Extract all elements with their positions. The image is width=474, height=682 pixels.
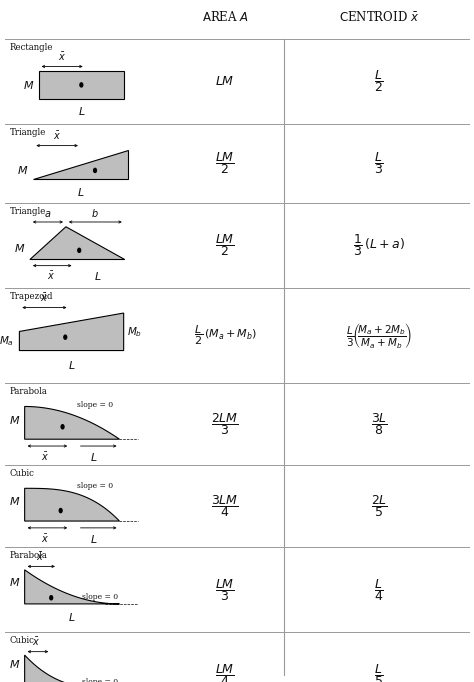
Text: $\dfrac{2LM}{3}$: $\dfrac{2LM}{3}$ [211, 411, 239, 437]
Text: Parabola: Parabola [9, 551, 47, 560]
Text: $L$: $L$ [90, 533, 98, 545]
Circle shape [94, 168, 97, 173]
Text: $M_b$: $M_b$ [127, 325, 142, 339]
Text: $M$: $M$ [9, 576, 20, 588]
Text: $L$: $L$ [77, 186, 84, 198]
Text: $L$: $L$ [78, 106, 85, 117]
Bar [39, 72, 124, 99]
Text: $\dfrac{L}{2}$: $\dfrac{L}{2}$ [374, 69, 384, 94]
Circle shape [61, 425, 64, 429]
Text: Cubic: Cubic [9, 636, 34, 645]
Text: $\bar{x}$: $\bar{x}$ [40, 292, 48, 304]
Text: Triangle: Triangle [9, 207, 46, 216]
Circle shape [59, 509, 62, 513]
Text: $\dfrac{LM}{4}$: $\dfrac{LM}{4}$ [215, 662, 235, 682]
Text: slope = 0: slope = 0 [77, 482, 113, 490]
Text: $\dfrac{L}{3}\!\left(\!\dfrac{M_a + 2M_b}{M_a + M_b}\!\right)$: $\dfrac{L}{3}\!\left(\!\dfrac{M_a + 2M_b… [346, 321, 412, 350]
Text: $a$: $a$ [44, 209, 52, 218]
Polygon shape [25, 655, 119, 682]
Polygon shape [25, 488, 119, 521]
Text: $\dfrac{LM}{2}$: $\dfrac{LM}{2}$ [215, 151, 235, 176]
Text: $M$: $M$ [9, 657, 20, 670]
Text: slope = 0: slope = 0 [77, 400, 113, 409]
Text: $\dfrac{L}{3}$: $\dfrac{L}{3}$ [374, 151, 384, 176]
Text: $b$: $b$ [91, 207, 99, 218]
Circle shape [50, 596, 53, 600]
Text: $\dfrac{L}{4}$: $\dfrac{L}{4}$ [374, 577, 384, 602]
Text: $\dfrac{L}{5}$: $\dfrac{L}{5}$ [374, 662, 384, 682]
Text: $L$: $L$ [68, 359, 75, 371]
Text: $\bar{x}$: $\bar{x}$ [47, 270, 55, 282]
Text: $\dfrac{1}{3}\,(L + a)$: $\dfrac{1}{3}\,(L + a)$ [353, 233, 405, 258]
Text: $\dfrac{3LM}{4}$: $\dfrac{3LM}{4}$ [211, 493, 239, 519]
Text: $M$: $M$ [9, 495, 20, 507]
Circle shape [64, 335, 67, 339]
Text: $\bar{x}$: $\bar{x}$ [53, 130, 61, 143]
Polygon shape [25, 570, 119, 604]
Text: Trapezoid: Trapezoid [9, 292, 53, 301]
Text: $M$: $M$ [23, 79, 34, 91]
Polygon shape [30, 226, 125, 260]
Text: $L$: $L$ [68, 612, 76, 623]
Text: slope = 0: slope = 0 [82, 593, 118, 602]
Text: $M$: $M$ [14, 242, 25, 254]
Text: $\bar{x}$: $\bar{x}$ [36, 551, 44, 563]
Text: $\dfrac{2L}{5}$: $\dfrac{2L}{5}$ [371, 493, 388, 519]
Text: $\bar{x}$: $\bar{x}$ [32, 636, 40, 648]
Text: Parabola: Parabola [9, 387, 47, 396]
Text: $\dfrac{3L}{8}$: $\dfrac{3L}{8}$ [371, 411, 388, 437]
Text: $\bar{x}$: $\bar{x}$ [41, 533, 50, 545]
Text: $M$: $M$ [18, 164, 28, 177]
Text: Triangle: Triangle [9, 128, 46, 137]
Polygon shape [33, 150, 128, 179]
Text: $\mathsf{C}$ENTROID $\bar{x}$: $\mathsf{C}$ENTROID $\bar{x}$ [339, 10, 419, 24]
Text: $\bar{x}$: $\bar{x}$ [41, 451, 50, 463]
Text: $LM$: $LM$ [216, 75, 235, 88]
Circle shape [78, 248, 81, 252]
Text: $\dfrac{LM}{2}$: $\dfrac{LM}{2}$ [215, 233, 235, 258]
Text: $\dfrac{LM}{3}$: $\dfrac{LM}{3}$ [215, 577, 235, 602]
Text: slope = 0: slope = 0 [82, 679, 118, 682]
Circle shape [80, 83, 83, 87]
Text: $M$: $M$ [9, 413, 20, 426]
Text: $M_a$: $M_a$ [0, 334, 14, 348]
Polygon shape [19, 313, 124, 351]
Text: Cubic: Cubic [9, 469, 34, 478]
Text: $L$: $L$ [94, 270, 102, 282]
Polygon shape [25, 406, 119, 439]
Text: $L$: $L$ [90, 451, 98, 463]
Text: $\bar{x}$: $\bar{x}$ [58, 51, 66, 63]
Text: $\dfrac{L}{2}\,(M_a + M_b)$: $\dfrac{L}{2}\,(M_a + M_b)$ [193, 324, 257, 347]
Text: Rectangle: Rectangle [9, 43, 53, 52]
Text: $\mathsf{A}$REA $\mathit{A}$: $\mathsf{A}$REA $\mathit{A}$ [202, 10, 248, 24]
